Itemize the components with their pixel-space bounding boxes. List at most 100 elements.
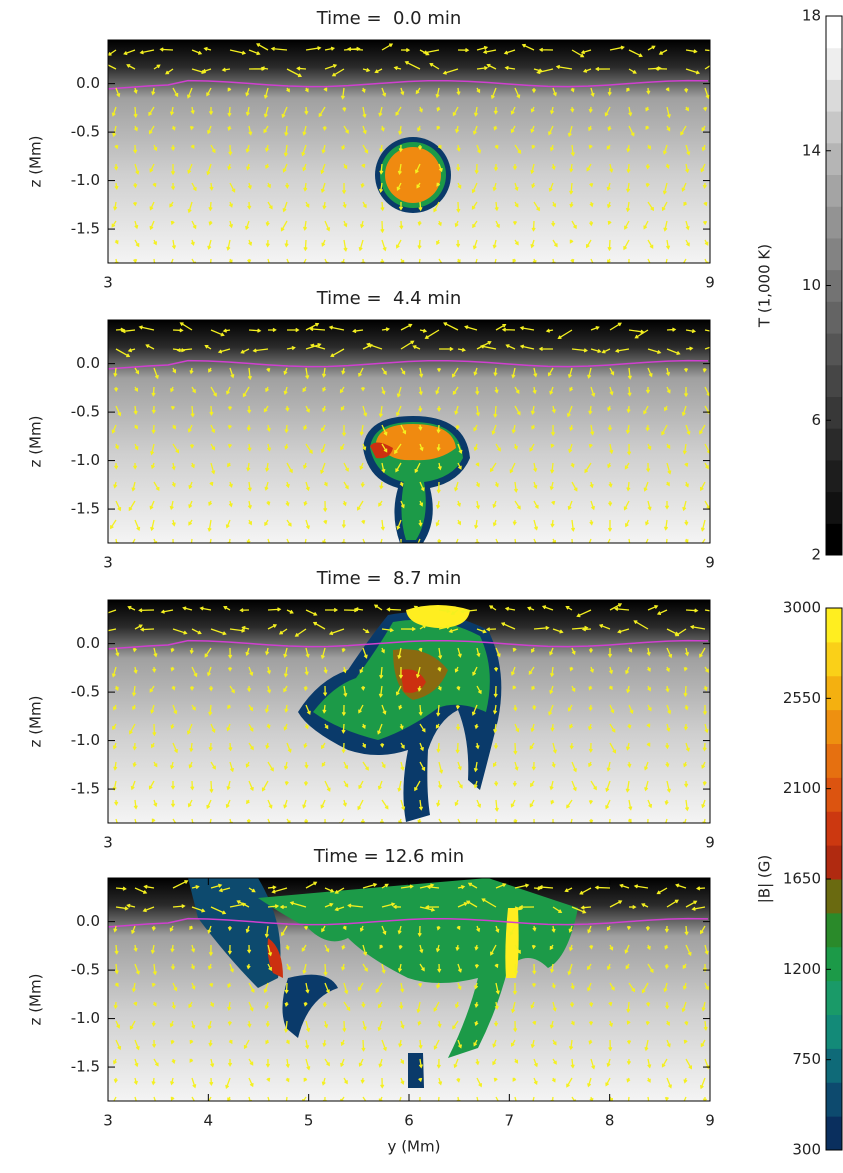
field-region [408,1053,424,1088]
velocity-arrow [501,327,516,332]
velocity-arrow [512,258,517,263]
velocity-arrow [418,799,424,811]
velocity-arrow [343,163,348,170]
velocity-arrow [114,538,119,543]
velocity-arrow [286,538,290,543]
velocity-arrow [584,462,592,474]
velocity-arrow [248,1058,254,1066]
y-tick-label: -0.5 [71,123,100,141]
velocity-arrow [331,68,345,77]
velocity-arrow [246,799,250,805]
velocity-arrow [114,963,119,975]
velocity-arrow [533,1058,538,1068]
velocity-arrow [381,883,389,889]
velocity-arrow [266,666,271,675]
velocity-arrow [608,1020,613,1028]
velocity-arrow [171,1058,176,1065]
velocity-arrow [685,329,697,334]
velocity-arrow [627,818,632,823]
velocity-arrow [381,367,387,375]
velocity-arrow [482,49,497,55]
velocity-arrow [438,258,443,263]
velocity-arrow [241,625,250,631]
velocity-arrow [342,1020,347,1033]
velocity-arrow [342,799,347,807]
velocity-arrow [248,49,261,56]
velocity-arrow [476,481,480,488]
velocity-arrow [530,780,535,788]
velocity-arrow [590,325,600,331]
velocity-arrow [419,963,425,972]
velocity-arrow [437,963,442,973]
velocity-arrow [248,1077,254,1088]
velocity-arrow [248,519,253,526]
velocity-arrow [153,1058,159,1067]
velocity-arrow [414,780,421,792]
velocity-arrow [322,386,327,392]
velocity-arrow [683,723,688,731]
velocity-arrow [495,220,500,229]
velocity-arrow [321,424,326,432]
velocity-arrow [510,799,516,808]
velocity-arrow [656,887,668,895]
colorbar-step [826,980,842,1015]
velocity-arrow [152,258,157,263]
velocity-arrow [323,666,328,674]
velocity-arrow [362,538,366,543]
velocity-arrow [680,125,687,136]
velocity-arrow [521,43,535,51]
velocity-arrow [571,481,578,492]
velocity-arrow [191,818,195,823]
velocity-arrow [569,182,574,195]
photosphere-line [108,917,709,928]
velocity-arrow [191,944,196,953]
velocity-arrow [150,462,155,470]
velocity-arrow [624,519,630,528]
velocity-arrow [442,68,459,75]
velocity-arrow [341,182,347,195]
velocity-arrow [586,239,592,249]
velocity-arrow [701,799,706,809]
velocity-arrow [664,1096,669,1101]
velocity-arrow [570,87,575,93]
velocity-arrow [380,538,383,543]
velocity-arrow [472,220,478,229]
velocity-arrow [362,144,369,154]
velocity-arrow [210,906,227,915]
velocity-arrow [171,519,176,527]
velocity-arrow [172,704,178,715]
velocity-arrow [115,327,125,332]
velocity-arrow [283,367,288,376]
velocity-arrow [545,328,554,333]
velocity-arrow [568,704,573,712]
velocity-arrow [647,818,649,823]
velocity-arrow [474,1020,479,1027]
velocity-arrow [643,481,649,492]
velocity-arrow [208,742,213,752]
velocity-arrow [645,182,650,188]
velocity-arrow [398,704,403,710]
velocity-arrow [190,963,195,970]
velocity-arrow [115,87,121,98]
velocity-arrow [588,106,593,114]
velocity-arrow [663,982,668,993]
velocity-arrow [647,367,653,378]
velocity-arrow [362,405,368,417]
velocity-arrow [658,49,668,55]
velocity-arrow [236,900,250,908]
velocity-arrow [625,963,630,970]
velocity-arrow [248,704,254,712]
velocity-arrow [170,1039,175,1045]
velocity-arrow [701,1001,706,1012]
velocity-arrow [647,704,652,712]
velocity-arrow [565,606,573,611]
velocity-arrow [191,884,200,890]
field-region [188,878,281,988]
velocity-arrow [666,704,672,715]
velocity-arrow [114,239,119,245]
velocity-arrow [149,201,155,211]
velocity-arrow [684,1020,689,1026]
velocity-arrow [114,443,119,450]
velocity-arrow [569,944,574,952]
velocity-arrow [494,144,499,150]
